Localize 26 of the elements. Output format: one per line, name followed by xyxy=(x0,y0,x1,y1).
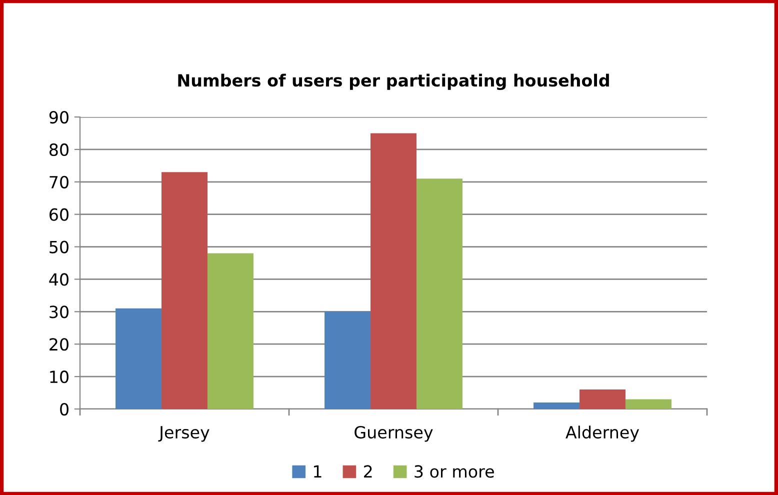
y-tick-label: 80 xyxy=(50,143,68,156)
bar xyxy=(580,390,626,409)
bar xyxy=(534,402,580,409)
bar xyxy=(324,312,371,409)
y-tick-label: 60 xyxy=(50,208,68,221)
bar xyxy=(416,178,462,409)
y-tick-label: 30 xyxy=(50,306,68,318)
x-tick-label: Alderney xyxy=(566,426,640,442)
y-tick-label: 50 xyxy=(50,240,68,254)
x-tick-label: Guernsey xyxy=(354,426,433,442)
bar xyxy=(162,172,208,409)
chart-title: Numbers of users per participating household xyxy=(178,74,609,90)
y-tick-label: 40 xyxy=(49,273,68,286)
x-tick-label: Jersey xyxy=(158,426,210,442)
legend-label: 2 xyxy=(364,465,372,478)
y-tick-label: 20 xyxy=(50,338,68,351)
bar xyxy=(116,308,162,409)
y-tick-label: 90 xyxy=(49,110,68,124)
legend-label: 3 or more xyxy=(414,465,494,478)
legend-label: 1 xyxy=(314,465,322,478)
y-tick-label: 70 xyxy=(50,176,68,188)
bar xyxy=(625,399,672,409)
y-tick-label: 10 xyxy=(50,370,68,384)
bar xyxy=(370,133,416,409)
y-tick-label: 0 xyxy=(60,402,68,416)
bar xyxy=(207,253,254,409)
